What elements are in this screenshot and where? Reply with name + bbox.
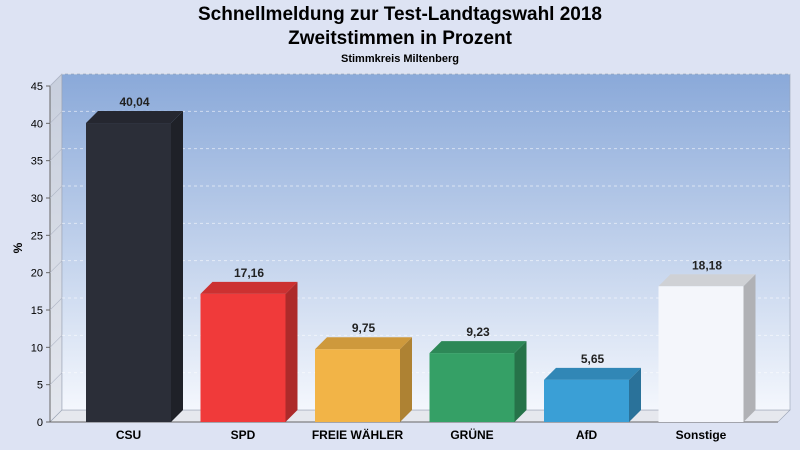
left-wall: [49, 73, 63, 423]
bar-top: [544, 367, 641, 380]
y-tick-label: 10: [31, 342, 43, 354]
bar-freie-wähler: 9,75: [315, 321, 412, 422]
bar-value-label: 17,16: [234, 266, 264, 280]
bar-side: [400, 337, 412, 422]
bar-side: [285, 281, 298, 422]
bar-grüne: 9,23: [429, 325, 527, 422]
bar-value-label: 9,23: [466, 325, 490, 339]
grid-line-wall: [49, 73, 63, 87]
chart-title-line2: Zweitstimmen in Prozent: [288, 28, 512, 49]
chart-title: Schnellmeldung zur Test-Landtagswahl 201…: [197, 4, 602, 25]
y-axis-title: %: [11, 242, 25, 253]
bar-front: [86, 123, 171, 422]
category-label: FREIE WÄHLER: [312, 427, 404, 442]
bar-side: [171, 111, 183, 422]
grid-line-wall: [49, 335, 63, 348]
y-tick-label: 40: [31, 118, 43, 130]
y-tick-label: 20: [31, 268, 43, 280]
chart-subtitle: Stimmkreis Miltenberg: [341, 53, 459, 65]
bar-top: [658, 274, 756, 287]
grid-line-wall: [49, 148, 63, 161]
y-tick-label: 5: [37, 380, 43, 392]
bar-value-label: 5,65: [581, 352, 605, 366]
y-tick-label: 0: [37, 417, 43, 429]
category-label: CSU: [116, 428, 141, 442]
bar-side: [743, 274, 756, 422]
category-label: Sonstige: [676, 428, 727, 442]
y-tick-label: 45: [31, 81, 43, 93]
bar-side: [514, 341, 527, 422]
bar-front: [544, 379, 629, 422]
y-tick-label: 25: [31, 230, 43, 242]
bar-top: [429, 341, 527, 354]
bar-afd: 5,65: [544, 352, 641, 422]
bar-side: [629, 367, 641, 422]
y-axis-ticks: 0 5 10 15 20 25 30 35 40 45: [31, 81, 50, 429]
grid-line-wall: [49, 223, 63, 236]
category-labels: CSU SPD FREIE WÄHLER GRÜNE AfD Sonstige: [116, 427, 727, 442]
category-label: SPD: [231, 428, 256, 442]
y-tick-label: 35: [31, 156, 43, 168]
bar-front: [658, 286, 744, 422]
bar-value-label: 40,04: [119, 95, 149, 109]
bar-spd: 17,16: [200, 266, 298, 422]
bar-csu: 40,04: [86, 95, 183, 422]
bar-front: [315, 349, 400, 422]
bar-value-label: 18,18: [692, 258, 722, 272]
bar-sonstige: 18,18: [658, 258, 756, 422]
grid-line-wall: [49, 372, 63, 385]
bar-front: [200, 293, 286, 422]
grid-line-wall: [49, 185, 63, 199]
category-label: AfD: [576, 428, 598, 442]
grid-line-wall: [49, 297, 63, 311]
category-label: GRÜNE: [450, 427, 493, 442]
bar-value-label: 9,75: [352, 321, 376, 335]
bar-top: [315, 337, 412, 350]
bar-front: [429, 353, 515, 422]
bar-top: [86, 111, 183, 124]
y-tick-label: 30: [31, 193, 43, 205]
grid-line-wall: [49, 260, 63, 273]
y-tick-label: 15: [31, 305, 43, 317]
grid-line-wall: [49, 111, 63, 124]
bar-top: [200, 281, 298, 294]
bars: 40,04 17,16 9,75 9,23 5,65 18,18: [86, 95, 756, 422]
